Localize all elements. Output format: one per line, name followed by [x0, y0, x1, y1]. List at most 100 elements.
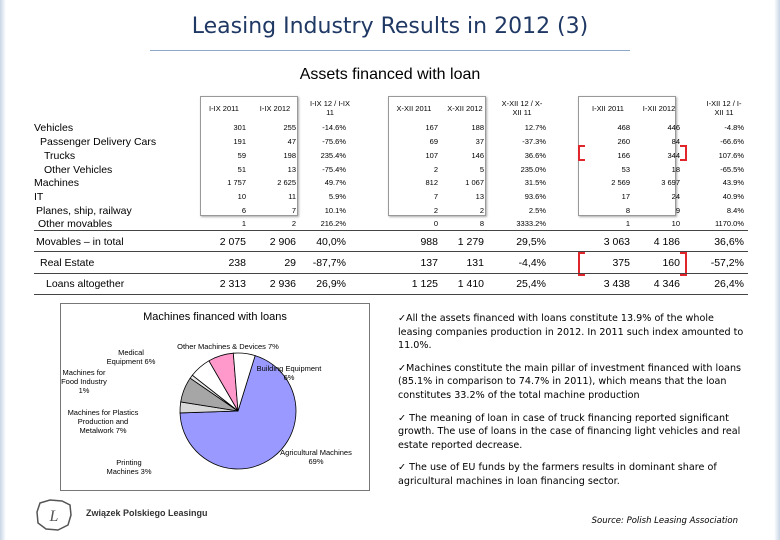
row-label: Trucks [44, 150, 76, 162]
table-cell: 255 [283, 123, 296, 132]
table-cell: 1170.0% [714, 219, 744, 228]
pie-label-printing-machines: Printing Machines 3% [106, 458, 152, 476]
row-label: Other movables [38, 218, 113, 230]
table-cell: 12.7% [524, 123, 546, 132]
table-cell: 0 [433, 219, 438, 228]
table-cell: -75.6% [322, 137, 346, 146]
table-cell: 131 [466, 257, 484, 269]
table-cell: -14.6% [322, 123, 346, 132]
table-cell: 8 [479, 219, 484, 228]
table-cell: 13 [287, 165, 296, 174]
table-cell: -57,2% [710, 257, 744, 269]
row-label: Vehicles [34, 122, 74, 134]
pie-label-other-machines: Other Machines & Devices 7% [177, 342, 279, 351]
slide-edge-right [774, 0, 780, 540]
table-cell: 3333.2% [516, 219, 546, 228]
table-cell: 49.7% [324, 178, 346, 187]
table-cell: 344 [667, 151, 680, 160]
table-cell: 25,4% [516, 278, 546, 290]
bullet-text: ✓ The meaning of loan in case of truck f… [398, 412, 741, 451]
table-cell: 137 [420, 257, 438, 269]
column-header: I-IX 2012 [259, 104, 291, 113]
column-header: I-IX 2011 [209, 104, 239, 113]
table-cell: 3 697 [661, 178, 680, 187]
table-cell: 1 067 [465, 178, 484, 187]
table-cell: 1 [625, 219, 630, 228]
table-cell: 1 410 [457, 278, 484, 290]
table-cell: 47 [287, 137, 296, 146]
table-cell: 167 [425, 123, 438, 132]
table-cell: 191 [233, 137, 246, 146]
table-cell: 160 [662, 257, 680, 269]
table-cell: 2 [291, 219, 296, 228]
bullet-text: ✓ The use of EU funds by the farmers res… [398, 462, 717, 487]
table-cell: 1 279 [457, 236, 484, 248]
table-cell: -4.8% [724, 123, 744, 132]
table-cell: 5 [479, 165, 484, 174]
pie-label-plastics-metalwork: Machines for Plastics Production and Met… [67, 408, 139, 435]
table-cell: 24 [671, 192, 680, 201]
slide-subtitle: Assets financed with loan [299, 66, 481, 83]
table-cell: 107.6% [718, 151, 744, 160]
table-cell: 40.9% [722, 192, 744, 201]
table-cell: 13 [475, 192, 484, 201]
highlight-bracket-left [578, 145, 585, 161]
table-cell: 238 [228, 257, 246, 269]
table-cell: 2 936 [269, 278, 296, 290]
table-cell: 446 [667, 123, 680, 132]
column-header: I-XII 2011 [592, 104, 624, 113]
row-label: Machines [34, 177, 79, 189]
table-cell: 468 [617, 123, 630, 132]
table-cell: 18 [671, 165, 680, 174]
table-cell: 11 [288, 192, 296, 201]
row-label: Real Estate [40, 257, 95, 269]
table-cell: 5.9% [328, 192, 346, 201]
row-label: Passenger Delivery Cars [40, 136, 157, 148]
table-cell: 166 [617, 151, 630, 160]
table-cell: 26,9% [316, 278, 346, 290]
commentary-bullets: ✓All the assets financed with loans cons… [398, 312, 748, 498]
table-cell: 812 [425, 178, 438, 187]
row-label: IT [34, 191, 44, 203]
column-header: X-XII 2012 [447, 104, 483, 113]
column-header: X-XII 2011 [396, 104, 432, 113]
table-cell: 7 [291, 206, 296, 215]
table-cell: 301 [233, 123, 246, 132]
row-label: Other Vehicles [44, 164, 113, 176]
table-cell: 9 [675, 206, 680, 215]
pie-chart-frame: Machines financed with loans Other Machi… [60, 303, 370, 491]
table-cell: 4 186 [653, 236, 680, 248]
table-cell: 7 [433, 192, 438, 201]
table-cell: 260 [617, 137, 630, 146]
row-label: Movables – in total [36, 236, 124, 248]
table-cell: 1 757 [227, 178, 246, 187]
row-label: Loans altogether [46, 278, 125, 290]
table-cell: 2 569 [611, 178, 630, 187]
table-cell: 8 [625, 206, 630, 215]
table-cell: 43.9% [722, 178, 744, 187]
table-cell: 37 [475, 137, 484, 146]
pie-slice [232, 352, 256, 412]
table-cell: 29,5% [516, 236, 546, 248]
table-cell: 3 438 [603, 278, 630, 290]
table-cell: 146 [471, 151, 484, 160]
logo-letter: L [49, 508, 59, 525]
table-cell: 51 [237, 165, 246, 174]
table-group-box-2 [388, 96, 486, 216]
slide-edge-left [0, 0, 6, 540]
table-cell: 235.0% [520, 165, 546, 174]
table-cell: 10 [671, 219, 680, 228]
table-cell: 375 [612, 257, 630, 269]
bullet-text: ✓All the assets financed with loans cons… [398, 313, 744, 352]
table-cell: 2.5% [528, 206, 546, 215]
table-cell: 198 [283, 151, 296, 160]
table-cell: 29 [284, 257, 296, 269]
table-cell: -65.5% [720, 165, 744, 174]
table-cell: 10 [237, 192, 246, 201]
table-cell: 3 063 [603, 236, 630, 248]
table-cell: 31.5% [524, 178, 546, 187]
table-cell: 235.4% [320, 151, 346, 160]
table-cell: 69 [429, 137, 438, 146]
table-cell: 2 313 [219, 278, 246, 290]
column-header: I-XII 2012 [642, 104, 676, 113]
